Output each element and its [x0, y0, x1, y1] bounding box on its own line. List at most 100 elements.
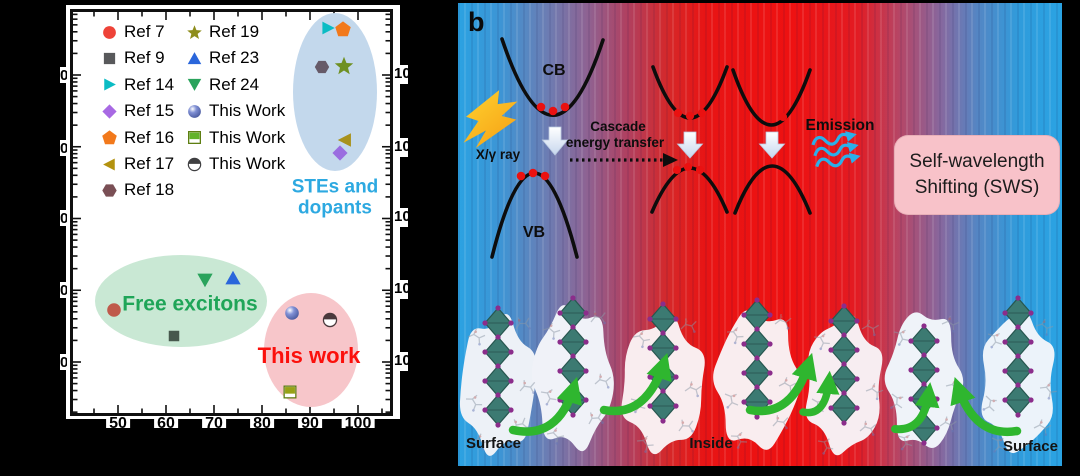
data-point-circle [106, 302, 122, 318]
axis-ticks [73, 12, 390, 413]
legend-item: Ref 7 [102, 22, 165, 42]
cascade-label-1: Cascade [590, 119, 646, 134]
x-tick-label: 90 [298, 416, 322, 428]
legend-item: Ref 14 [102, 75, 174, 95]
x-tick-label: 60 [154, 416, 178, 428]
legend-item: This Work [187, 128, 285, 148]
cb-label: CB [542, 62, 565, 79]
region-label-free-excitons: Free excitons [122, 292, 258, 316]
data-point-diamond [332, 145, 348, 161]
half-square-marker [188, 131, 201, 145]
legend-item-label: Ref 9 [124, 48, 165, 68]
triangle-down-marker [197, 273, 213, 288]
region-ellipse-stes [293, 13, 377, 171]
half-circle-marker [322, 312, 338, 328]
square-marker [103, 52, 116, 65]
legend-item: Ref 15 [102, 101, 174, 121]
legend-item-label: Ref 23 [209, 48, 260, 68]
region-ellipse-this-work [264, 293, 358, 407]
x-tick-label: 70 [202, 416, 226, 428]
recombination-arrow-1 [541, 126, 569, 156]
data-point-triangle-down [197, 272, 214, 289]
sws-callout-box: Self-wavelength Shifting (SWS) [894, 135, 1060, 215]
y-tick-label-fragment: 10 [394, 65, 408, 84]
cb-parabola-3 [731, 68, 812, 127]
circle-marker [103, 25, 116, 39]
y-tick-label-fragment: 0 [60, 210, 67, 226]
emission-waves-icon [811, 131, 861, 168]
square-marker [168, 330, 180, 342]
region-label-this-work: This work [257, 343, 361, 368]
star-marker [187, 24, 202, 39]
hexagon-marker [102, 184, 117, 197]
data-point-half-square [283, 385, 298, 400]
sphere-marker [285, 306, 299, 320]
triangle-right-marker [322, 21, 335, 35]
data-point-square [167, 329, 181, 343]
data-point-half-circle [322, 312, 338, 328]
x-tick-label: 50 [106, 416, 130, 428]
legend-item-label: Ref 24 [209, 74, 260, 94]
emission-label: Emission [806, 117, 875, 134]
data-point-triangle-left [337, 132, 354, 149]
panel-b-letter: b [468, 7, 485, 37]
x-tick-label: 100 [341, 416, 375, 428]
surface-right-label: Surface [1003, 438, 1058, 455]
legend-item: Ref 24 [187, 75, 259, 95]
triangle-left-marker [103, 158, 115, 170]
y-tick-label-fragment: 0 [60, 282, 67, 298]
triangle-up-marker [187, 52, 202, 65]
vb-parabola-1 [490, 171, 579, 259]
vb-label: VB [523, 224, 545, 241]
triangle-right-marker [104, 78, 116, 91]
data-point-sphere [284, 305, 300, 321]
crystal-structure-strip: Surface Inside Surface [459, 295, 1058, 456]
pentagon-marker [335, 21, 351, 37]
x-tick-label: 80 [250, 416, 274, 428]
legend-item: Ref 16 [102, 128, 174, 148]
diamond-marker [102, 104, 117, 119]
legend-item-label: Ref 18 [124, 180, 175, 200]
y-tick-label-fragment: 10 [394, 138, 408, 157]
energy-transfer-arrows [508, 352, 1022, 437]
triangle-left-marker [337, 133, 351, 147]
half-square-marker [283, 385, 297, 399]
legend-item: This Work [187, 154, 285, 174]
cb-parabola-2 [651, 65, 729, 120]
electron-dots-2 [672, 108, 707, 175]
band-diagram: X/γ ray CB VB Cascade energy transfer [463, 37, 875, 259]
xray-bolt-icon [463, 90, 518, 148]
star-marker [334, 56, 354, 75]
legend-item-label: Ref 7 [124, 22, 165, 41]
sws-line-1: Self-wavelength [909, 151, 1045, 172]
diamond-marker [332, 145, 348, 161]
legend-item-label: Ref 16 [124, 127, 175, 147]
legend-item: Ref 9 [102, 48, 165, 68]
panel-a-scatter: STEs and dopants Free excitons This work Re… [0, 0, 440, 476]
electron-dots-1 [516, 102, 570, 181]
vb-parabola-2 [650, 166, 729, 214]
cascade-label-2: energy transfer [566, 135, 665, 150]
y-tick-label-fragment: 10 [394, 352, 408, 371]
half-circle-marker [187, 157, 202, 171]
y-tick-label-fragment: 0 [60, 67, 67, 83]
data-point-triangle-right [320, 20, 336, 36]
legend-item-label: This Work [209, 101, 286, 121]
hexagon-marker [314, 60, 330, 74]
data-point-star [334, 56, 354, 76]
legend-item-label: Ref 19 [209, 22, 260, 41]
cascade-dashed-arrow [570, 153, 678, 167]
x-axis-labels: 50 60 70 80 90 100 [70, 416, 393, 428]
legend-item: Ref 19 [187, 22, 259, 42]
electron-dot-3 [778, 112, 788, 122]
pentagon-marker [102, 130, 117, 145]
region-label-stes: dopants [298, 197, 372, 219]
region-ellipse-free-excitons [95, 255, 267, 347]
sws-line-2: Shifting (SWS) [914, 177, 1040, 198]
y-tick-label-fragment: 0 [60, 354, 67, 370]
data-point-triangle-up [225, 270, 242, 287]
circle-marker [107, 303, 121, 317]
legend-item-label: This Work [209, 154, 286, 173]
legend-item: Ref 23 [187, 48, 259, 68]
data-point-pentagon [335, 21, 351, 37]
